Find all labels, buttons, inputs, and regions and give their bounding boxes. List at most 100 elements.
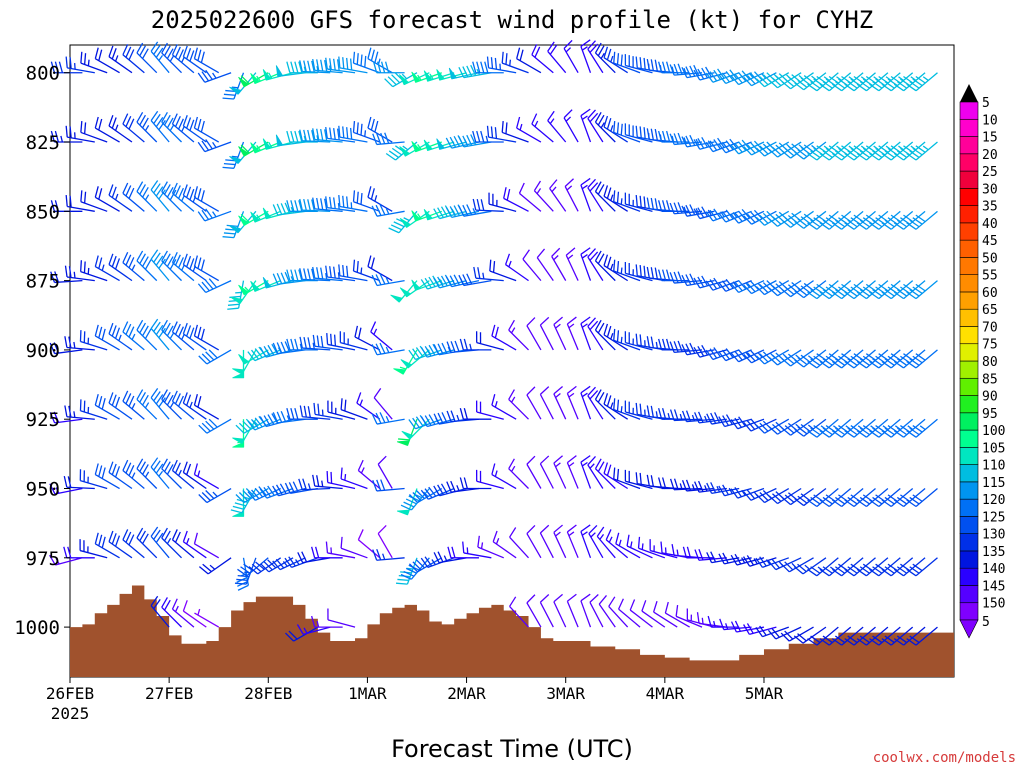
wind-barb <box>613 190 641 212</box>
wind-barb <box>367 255 393 282</box>
wind-barb <box>587 178 604 212</box>
wind-barb <box>893 557 926 577</box>
wind-barb <box>327 608 356 628</box>
wind-barb <box>626 534 653 559</box>
wind-barb <box>594 111 616 143</box>
wind-barb <box>136 389 158 420</box>
wind-barb <box>198 557 232 575</box>
wind-barb <box>603 462 629 490</box>
wind-barb <box>580 593 592 628</box>
wind-barb <box>94 463 120 490</box>
wind-barb <box>794 210 827 229</box>
wind-barb <box>171 390 195 420</box>
wind-barb <box>136 527 158 559</box>
wind-barb <box>881 418 914 438</box>
wind-barb <box>603 115 629 143</box>
colorbar-label: 95 <box>982 407 998 422</box>
wind-barb <box>794 487 827 507</box>
wind-barb <box>385 141 418 161</box>
wind-barb <box>564 178 579 212</box>
y-tick-label: 850 <box>26 201 60 223</box>
wind-barb <box>580 524 592 559</box>
wind-barb <box>856 210 889 230</box>
wind-barb <box>262 138 294 150</box>
wind-barb <box>63 476 95 490</box>
colorbar-swatch <box>959 274 979 293</box>
wind-barb <box>326 333 356 351</box>
x-tick-sublabel: 2025 <box>51 704 90 723</box>
wind-barb <box>501 121 529 143</box>
wind-barb <box>694 411 727 424</box>
wind-barb <box>459 338 492 351</box>
wind-barb <box>433 551 467 564</box>
wind-barb <box>780 557 814 573</box>
wind-barb <box>325 196 356 212</box>
wind-barb <box>150 249 170 282</box>
wind-barb <box>161 111 182 143</box>
wind-barb <box>339 331 368 351</box>
wind-barb <box>831 418 864 438</box>
wind-barb <box>624 123 653 143</box>
wind-barb <box>284 481 318 495</box>
colorbar-label: 90 <box>982 390 998 405</box>
colorbar-swatch <box>959 481 979 500</box>
wind-barb <box>384 72 418 88</box>
wind-barb <box>516 47 542 74</box>
wind-barb <box>122 390 145 420</box>
wind-barb <box>844 557 876 577</box>
wind-barb <box>539 455 554 489</box>
surface-terrain <box>70 585 954 677</box>
wind-barb <box>194 608 220 628</box>
wind-barb <box>136 181 158 212</box>
wind-barb <box>566 524 579 559</box>
wind-barb <box>458 134 492 148</box>
wind-barb <box>122 44 145 74</box>
wind-barb <box>161 597 182 628</box>
wind-barb <box>881 72 914 92</box>
wind-barb <box>831 72 864 92</box>
wind-barb <box>161 250 182 282</box>
wind-barb <box>856 557 889 577</box>
wind-barb <box>370 321 393 351</box>
colorbar-swatch <box>959 239 979 258</box>
wind-barb <box>237 557 269 577</box>
wind-barb <box>613 259 641 282</box>
wind-barb <box>94 394 120 420</box>
wind-barb <box>743 71 777 87</box>
colorbar-label: 50 <box>982 251 998 266</box>
wind-barb <box>372 548 405 561</box>
wind-barb <box>539 524 554 559</box>
wind-barb <box>553 455 567 489</box>
wind-barb <box>182 322 207 351</box>
colorbar-swatch <box>959 188 979 206</box>
wind-barb <box>136 458 158 489</box>
wind-barb <box>272 271 306 285</box>
wind-barb <box>94 116 120 143</box>
wind-barb <box>161 458 182 489</box>
x-tick-label: 1MAR <box>348 684 387 703</box>
wind-barb <box>807 488 839 508</box>
wind-barb <box>755 556 789 568</box>
wind-barb <box>536 248 554 281</box>
wind-barb <box>193 532 220 559</box>
wind-barb <box>150 595 170 628</box>
wind-barb <box>893 626 926 646</box>
colorbar-top-arrow <box>960 84 978 102</box>
wind-barb <box>509 527 530 559</box>
wind-barb <box>906 210 938 230</box>
wind-barb <box>893 210 926 230</box>
wind-barb <box>286 338 318 351</box>
wind-barb <box>94 255 120 282</box>
x-tick-label: 27FEB <box>145 684 193 703</box>
wind-barb <box>122 529 145 559</box>
wind-barb <box>669 202 703 215</box>
wind-barb <box>730 279 765 294</box>
wind-barb <box>526 386 542 420</box>
y-tick-label: 975 <box>26 548 60 570</box>
wind-barb <box>608 596 629 628</box>
colorbar-swatch <box>959 464 979 483</box>
colorbar-swatch <box>959 136 979 155</box>
wind-barb <box>807 280 839 300</box>
wind-barb <box>477 535 504 559</box>
